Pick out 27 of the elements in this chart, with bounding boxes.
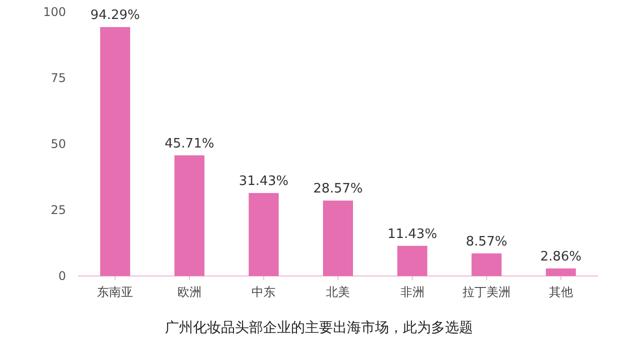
bar xyxy=(546,268,576,276)
bar xyxy=(472,253,502,276)
data-label: 28.57% xyxy=(313,182,363,197)
x-tick-label: 欧洲 xyxy=(177,285,202,299)
y-tick-label: 0 xyxy=(58,269,66,283)
data-label: 11.43% xyxy=(387,226,438,242)
x-tick-label: 东南亚 xyxy=(97,285,134,299)
text: 广州化妆品头部企业的主要出海市场，此为多选题 xyxy=(165,320,473,336)
x-tick-label: 其他 xyxy=(548,285,573,299)
y-tick-label: 50 xyxy=(50,137,66,151)
x-tick-label: 非洲 xyxy=(400,285,424,299)
bar xyxy=(248,193,279,276)
y-tick-label: 100 xyxy=(43,5,66,19)
data-label: 8.57% xyxy=(466,234,508,250)
bar xyxy=(397,246,428,276)
bar xyxy=(100,27,130,276)
data-label: 45.71% xyxy=(164,136,214,152)
x-tick-label: 拉丁美洲 xyxy=(462,285,511,299)
bar xyxy=(174,155,204,276)
data-label: 2.86% xyxy=(540,249,582,264)
data-label: 94.29% xyxy=(90,8,140,24)
data-label: 31.43% xyxy=(238,174,289,190)
y-tick-label: 25 xyxy=(50,203,66,217)
x-tick-label: 北美 xyxy=(326,285,350,299)
x-tick-label: 中东 xyxy=(252,285,276,299)
y-tick-label: 75 xyxy=(50,71,66,85)
bar xyxy=(323,200,353,276)
